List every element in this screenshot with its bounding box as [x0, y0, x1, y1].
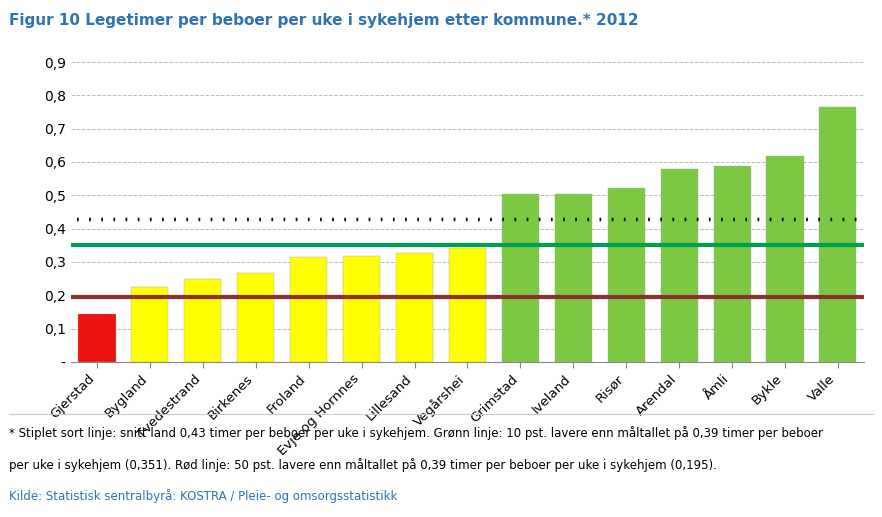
Bar	[290, 257, 327, 362]
Bar	[396, 253, 433, 362]
Bar	[184, 279, 221, 362]
Text: per uke i sykehjem (0,351). Rød linje: 50 pst. lavere enn måltallet på 0,39 time: per uke i sykehjem (0,351). Rød linje: 5…	[9, 458, 717, 472]
Bar	[766, 156, 804, 362]
Bar	[502, 194, 539, 362]
Bar	[555, 194, 592, 362]
Bar	[819, 107, 856, 362]
Bar	[78, 314, 116, 362]
Bar	[661, 169, 698, 362]
Bar	[449, 248, 486, 362]
Bar	[237, 272, 274, 362]
Bar	[131, 287, 168, 362]
Bar	[608, 188, 645, 362]
Bar	[714, 166, 751, 362]
Text: Figur 10 Legetimer per beboer per uke i sykehjem etter kommune.* 2012: Figur 10 Legetimer per beboer per uke i …	[9, 13, 639, 28]
Bar	[343, 256, 380, 362]
Text: * Stiplet sort linje: snitt land 0,43 timer per beboer per uke i sykehjem. Grønn: * Stiplet sort linje: snitt land 0,43 ti…	[9, 427, 823, 440]
Text: Kilde: Statistisk sentralbyrå: KOSTRA / Pleie- og omsorgsstatistikk: Kilde: Statistisk sentralbyrå: KOSTRA / …	[9, 489, 397, 503]
